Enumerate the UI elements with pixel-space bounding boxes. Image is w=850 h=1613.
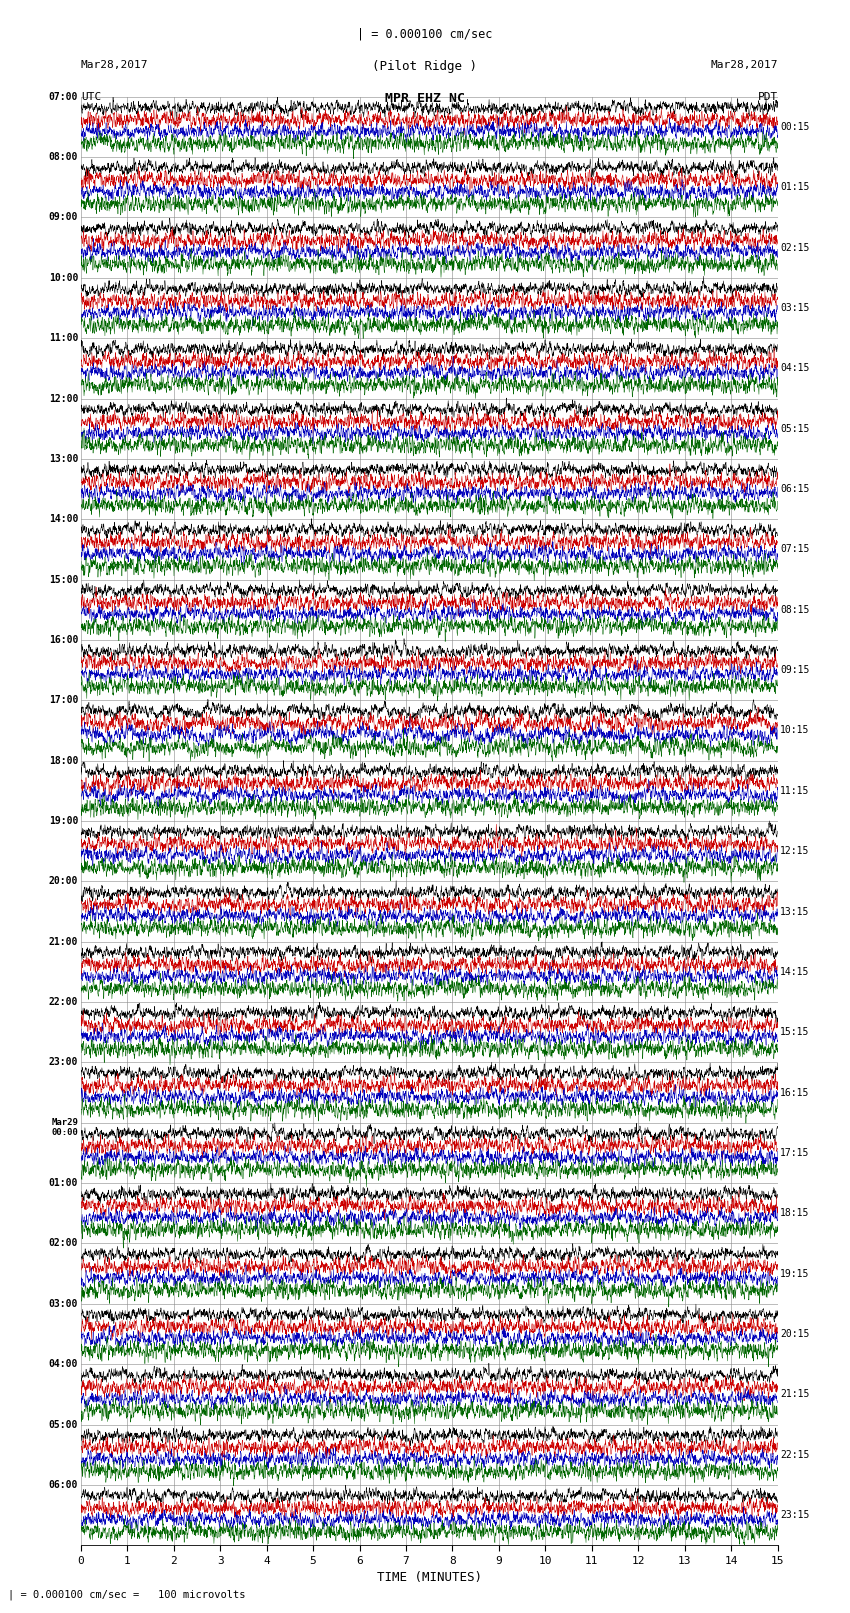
Text: 18:00: 18:00 xyxy=(48,755,78,766)
Text: PDT: PDT xyxy=(757,92,778,102)
Text: 02:15: 02:15 xyxy=(780,242,810,253)
Text: 14:15: 14:15 xyxy=(780,966,810,977)
Text: 14:00: 14:00 xyxy=(48,515,78,524)
Text: 21:00: 21:00 xyxy=(48,937,78,947)
Text: 07:15: 07:15 xyxy=(780,545,810,555)
Text: 04:00: 04:00 xyxy=(48,1360,78,1369)
Text: 09:15: 09:15 xyxy=(780,665,810,676)
Text: 23:00: 23:00 xyxy=(48,1058,78,1068)
Text: 19:15: 19:15 xyxy=(780,1269,810,1279)
Text: 16:00: 16:00 xyxy=(48,636,78,645)
Text: 15:00: 15:00 xyxy=(48,574,78,584)
Text: 17:15: 17:15 xyxy=(780,1148,810,1158)
X-axis label: TIME (MINUTES): TIME (MINUTES) xyxy=(377,1571,482,1584)
Text: (Pilot Ridge ): (Pilot Ridge ) xyxy=(372,60,478,73)
Text: 10:00: 10:00 xyxy=(48,273,78,282)
Text: 12:00: 12:00 xyxy=(48,394,78,403)
Text: 04:15: 04:15 xyxy=(780,363,810,373)
Text: 11:15: 11:15 xyxy=(780,786,810,795)
Text: UTC: UTC xyxy=(81,92,101,102)
Text: 07:00: 07:00 xyxy=(48,92,78,102)
Text: 12:15: 12:15 xyxy=(780,847,810,857)
Text: 22:00: 22:00 xyxy=(48,997,78,1007)
Text: Mar28,2017: Mar28,2017 xyxy=(711,60,778,69)
Text: 00:00: 00:00 xyxy=(51,1127,78,1137)
Text: | = 0.000100 cm/sec =   100 microvolts: | = 0.000100 cm/sec = 100 microvolts xyxy=(8,1589,246,1600)
Text: 13:00: 13:00 xyxy=(48,453,78,465)
Text: 03:15: 03:15 xyxy=(780,303,810,313)
Text: 11:00: 11:00 xyxy=(48,334,78,344)
Text: Mar29: Mar29 xyxy=(51,1118,78,1127)
Text: 05:15: 05:15 xyxy=(780,424,810,434)
Text: 03:00: 03:00 xyxy=(48,1298,78,1308)
Text: 20:15: 20:15 xyxy=(780,1329,810,1339)
Text: 19:00: 19:00 xyxy=(48,816,78,826)
Text: 10:15: 10:15 xyxy=(780,726,810,736)
Text: 06:00: 06:00 xyxy=(48,1479,78,1490)
Text: 20:00: 20:00 xyxy=(48,876,78,887)
Text: 18:15: 18:15 xyxy=(780,1208,810,1218)
Text: 17:00: 17:00 xyxy=(48,695,78,705)
Text: 08:15: 08:15 xyxy=(780,605,810,615)
Text: 22:15: 22:15 xyxy=(780,1450,810,1460)
Text: 21:15: 21:15 xyxy=(780,1389,810,1400)
Text: MPR EHZ NC: MPR EHZ NC xyxy=(385,92,465,105)
Text: 08:00: 08:00 xyxy=(48,152,78,163)
Text: 01:00: 01:00 xyxy=(48,1177,78,1189)
Text: 06:15: 06:15 xyxy=(780,484,810,494)
Text: 05:00: 05:00 xyxy=(48,1419,78,1429)
Text: 02:00: 02:00 xyxy=(48,1239,78,1248)
Text: | = 0.000100 cm/sec: | = 0.000100 cm/sec xyxy=(357,27,493,40)
Text: 16:15: 16:15 xyxy=(780,1087,810,1097)
Text: 15:15: 15:15 xyxy=(780,1027,810,1037)
Text: Mar28,2017: Mar28,2017 xyxy=(81,60,148,69)
Text: 23:15: 23:15 xyxy=(780,1510,810,1519)
Text: 09:00: 09:00 xyxy=(48,213,78,223)
Text: 13:15: 13:15 xyxy=(780,907,810,916)
Text: 00:15: 00:15 xyxy=(780,123,810,132)
Text: 01:15: 01:15 xyxy=(780,182,810,192)
